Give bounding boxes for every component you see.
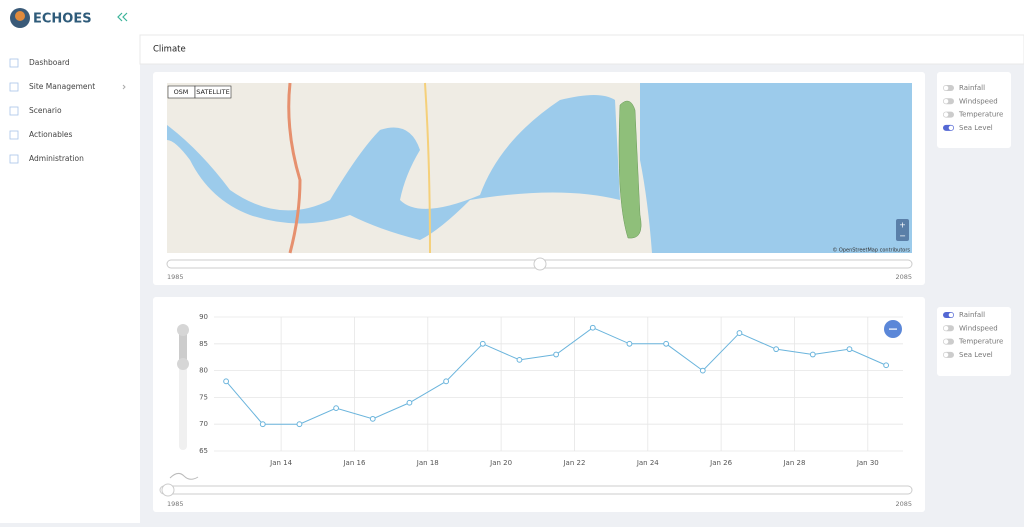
toggle-knob[interactable]: [948, 125, 954, 131]
map-button[interactable]: [194, 85, 232, 99]
data-point: [663, 340, 670, 347]
map-water: [167, 95, 620, 240]
x-tick-label: Jan 30: [856, 459, 879, 467]
range-label: 1985: [167, 273, 184, 281]
nav-icon[interactable]: [9, 130, 19, 140]
brand: ECHOES: [33, 12, 92, 27]
y-tick-label: 70: [199, 420, 208, 428]
overview-line: [169, 472, 199, 480]
x-tick-label: Jan 14: [269, 459, 292, 467]
toggle-knob[interactable]: [943, 85, 949, 91]
y-tick-label: 75: [199, 393, 208, 401]
toggle-label[interactable]: Temperature: [958, 111, 1003, 119]
zoom-control[interactable]: [896, 219, 909, 241]
layer-card: [937, 72, 1011, 148]
x-tick-label: Jan 18: [416, 459, 439, 467]
range-label: 1985: [167, 500, 184, 508]
map-road: [287, 82, 302, 254]
nav-icon[interactable]: [9, 106, 19, 116]
slider-handle[interactable]: [161, 483, 175, 497]
minus-icon[interactable]: [889, 328, 897, 330]
map-park: [618, 100, 642, 239]
time-slider[interactable]: [159, 485, 913, 495]
y-tick-label: 85: [199, 340, 208, 348]
range-label: 2085: [895, 273, 912, 281]
toggle-knob[interactable]: [943, 352, 949, 358]
nav-item[interactable]: Site Management: [29, 82, 95, 91]
y-zoom-range[interactable]: [179, 330, 187, 365]
nav-icon[interactable]: [9, 154, 19, 164]
toggle-label[interactable]: Temperature: [958, 338, 1003, 346]
chevron[interactable]: [122, 84, 126, 90]
zoom-out[interactable]: −: [899, 232, 906, 241]
data-point: [773, 346, 780, 353]
toggle-label[interactable]: Rainfall: [959, 311, 985, 319]
range-label: 2085: [895, 500, 912, 508]
sidebar: [0, 0, 140, 523]
data-point: [259, 421, 266, 428]
logo: [15, 11, 25, 21]
data-point: [553, 351, 560, 358]
data-point: [516, 356, 523, 363]
x-tick-label: Jan 20: [489, 459, 512, 467]
slider-handle[interactable]: [177, 324, 189, 336]
y-tick-label: 65: [199, 447, 208, 455]
map-road: [424, 82, 431, 254]
y-tick-label: 90: [199, 313, 208, 321]
map-button-label[interactable]: OSM: [174, 88, 189, 96]
x-tick-label: Jan 26: [709, 459, 732, 467]
data-point: [699, 367, 706, 374]
data-point: [223, 378, 230, 385]
data-point: [333, 405, 340, 412]
map-sea: [640, 83, 912, 253]
x-tick-label: Jan 28: [782, 459, 805, 467]
data-point: [406, 399, 413, 406]
nav-icon[interactable]: [9, 58, 19, 68]
slider-handle[interactable]: [177, 358, 189, 370]
chart-card: [153, 297, 925, 512]
topbar: [140, 0, 1024, 35]
data-point: [846, 346, 853, 353]
data-point: [369, 415, 376, 422]
toggle-label[interactable]: Windspeed: [959, 324, 998, 332]
nav-item[interactable]: Dashboard: [29, 58, 70, 67]
data-point: [626, 340, 633, 347]
zoom-in[interactable]: +: [899, 221, 906, 230]
x-tick-label: Jan 16: [342, 459, 365, 467]
toggle-label[interactable]: Windspeed: [959, 97, 998, 105]
data-point: [883, 362, 890, 369]
data-point: [736, 330, 743, 336]
layer-card: [937, 307, 1011, 376]
slider-handle[interactable]: [533, 257, 547, 271]
map[interactable]: OSM SATELLITE + − © OpenStreetMap contri…: [167, 82, 912, 254]
y-tick-label: 80: [199, 367, 208, 375]
data-point: [809, 351, 816, 358]
nav-icon[interactable]: [9, 82, 19, 92]
data-point: [589, 324, 596, 331]
toggle-label[interactable]: Sea Level: [959, 351, 993, 359]
toggle-label[interactable]: Sea Level: [959, 124, 993, 132]
map-button-label[interactable]: SATELLITE: [196, 88, 230, 96]
nav-item[interactable]: Actionables: [29, 130, 73, 139]
toggle-knob[interactable]: [943, 99, 949, 104]
attribution: © OpenStreetMap contributors: [832, 247, 910, 254]
toggle-knob[interactable]: [943, 112, 949, 117]
x-tick-label: Jan 24: [636, 459, 659, 467]
nav-item[interactable]: Scenario: [29, 106, 62, 115]
data-point: [296, 421, 303, 428]
toggle-knob[interactable]: [948, 312, 954, 318]
toggle-knob[interactable]: [943, 326, 949, 331]
title-bar: [139, 34, 1024, 65]
page-title: Climate: [153, 45, 186, 55]
nav-item[interactable]: Administration: [29, 154, 84, 163]
toggle-label[interactable]: Rainfall: [959, 84, 985, 92]
data-point: [443, 378, 450, 385]
toggle-knob[interactable]: [943, 339, 949, 344]
x-tick-label: Jan 22: [562, 459, 585, 467]
data-point: [479, 340, 486, 347]
collapse-button[interactable]: [117, 12, 128, 22]
